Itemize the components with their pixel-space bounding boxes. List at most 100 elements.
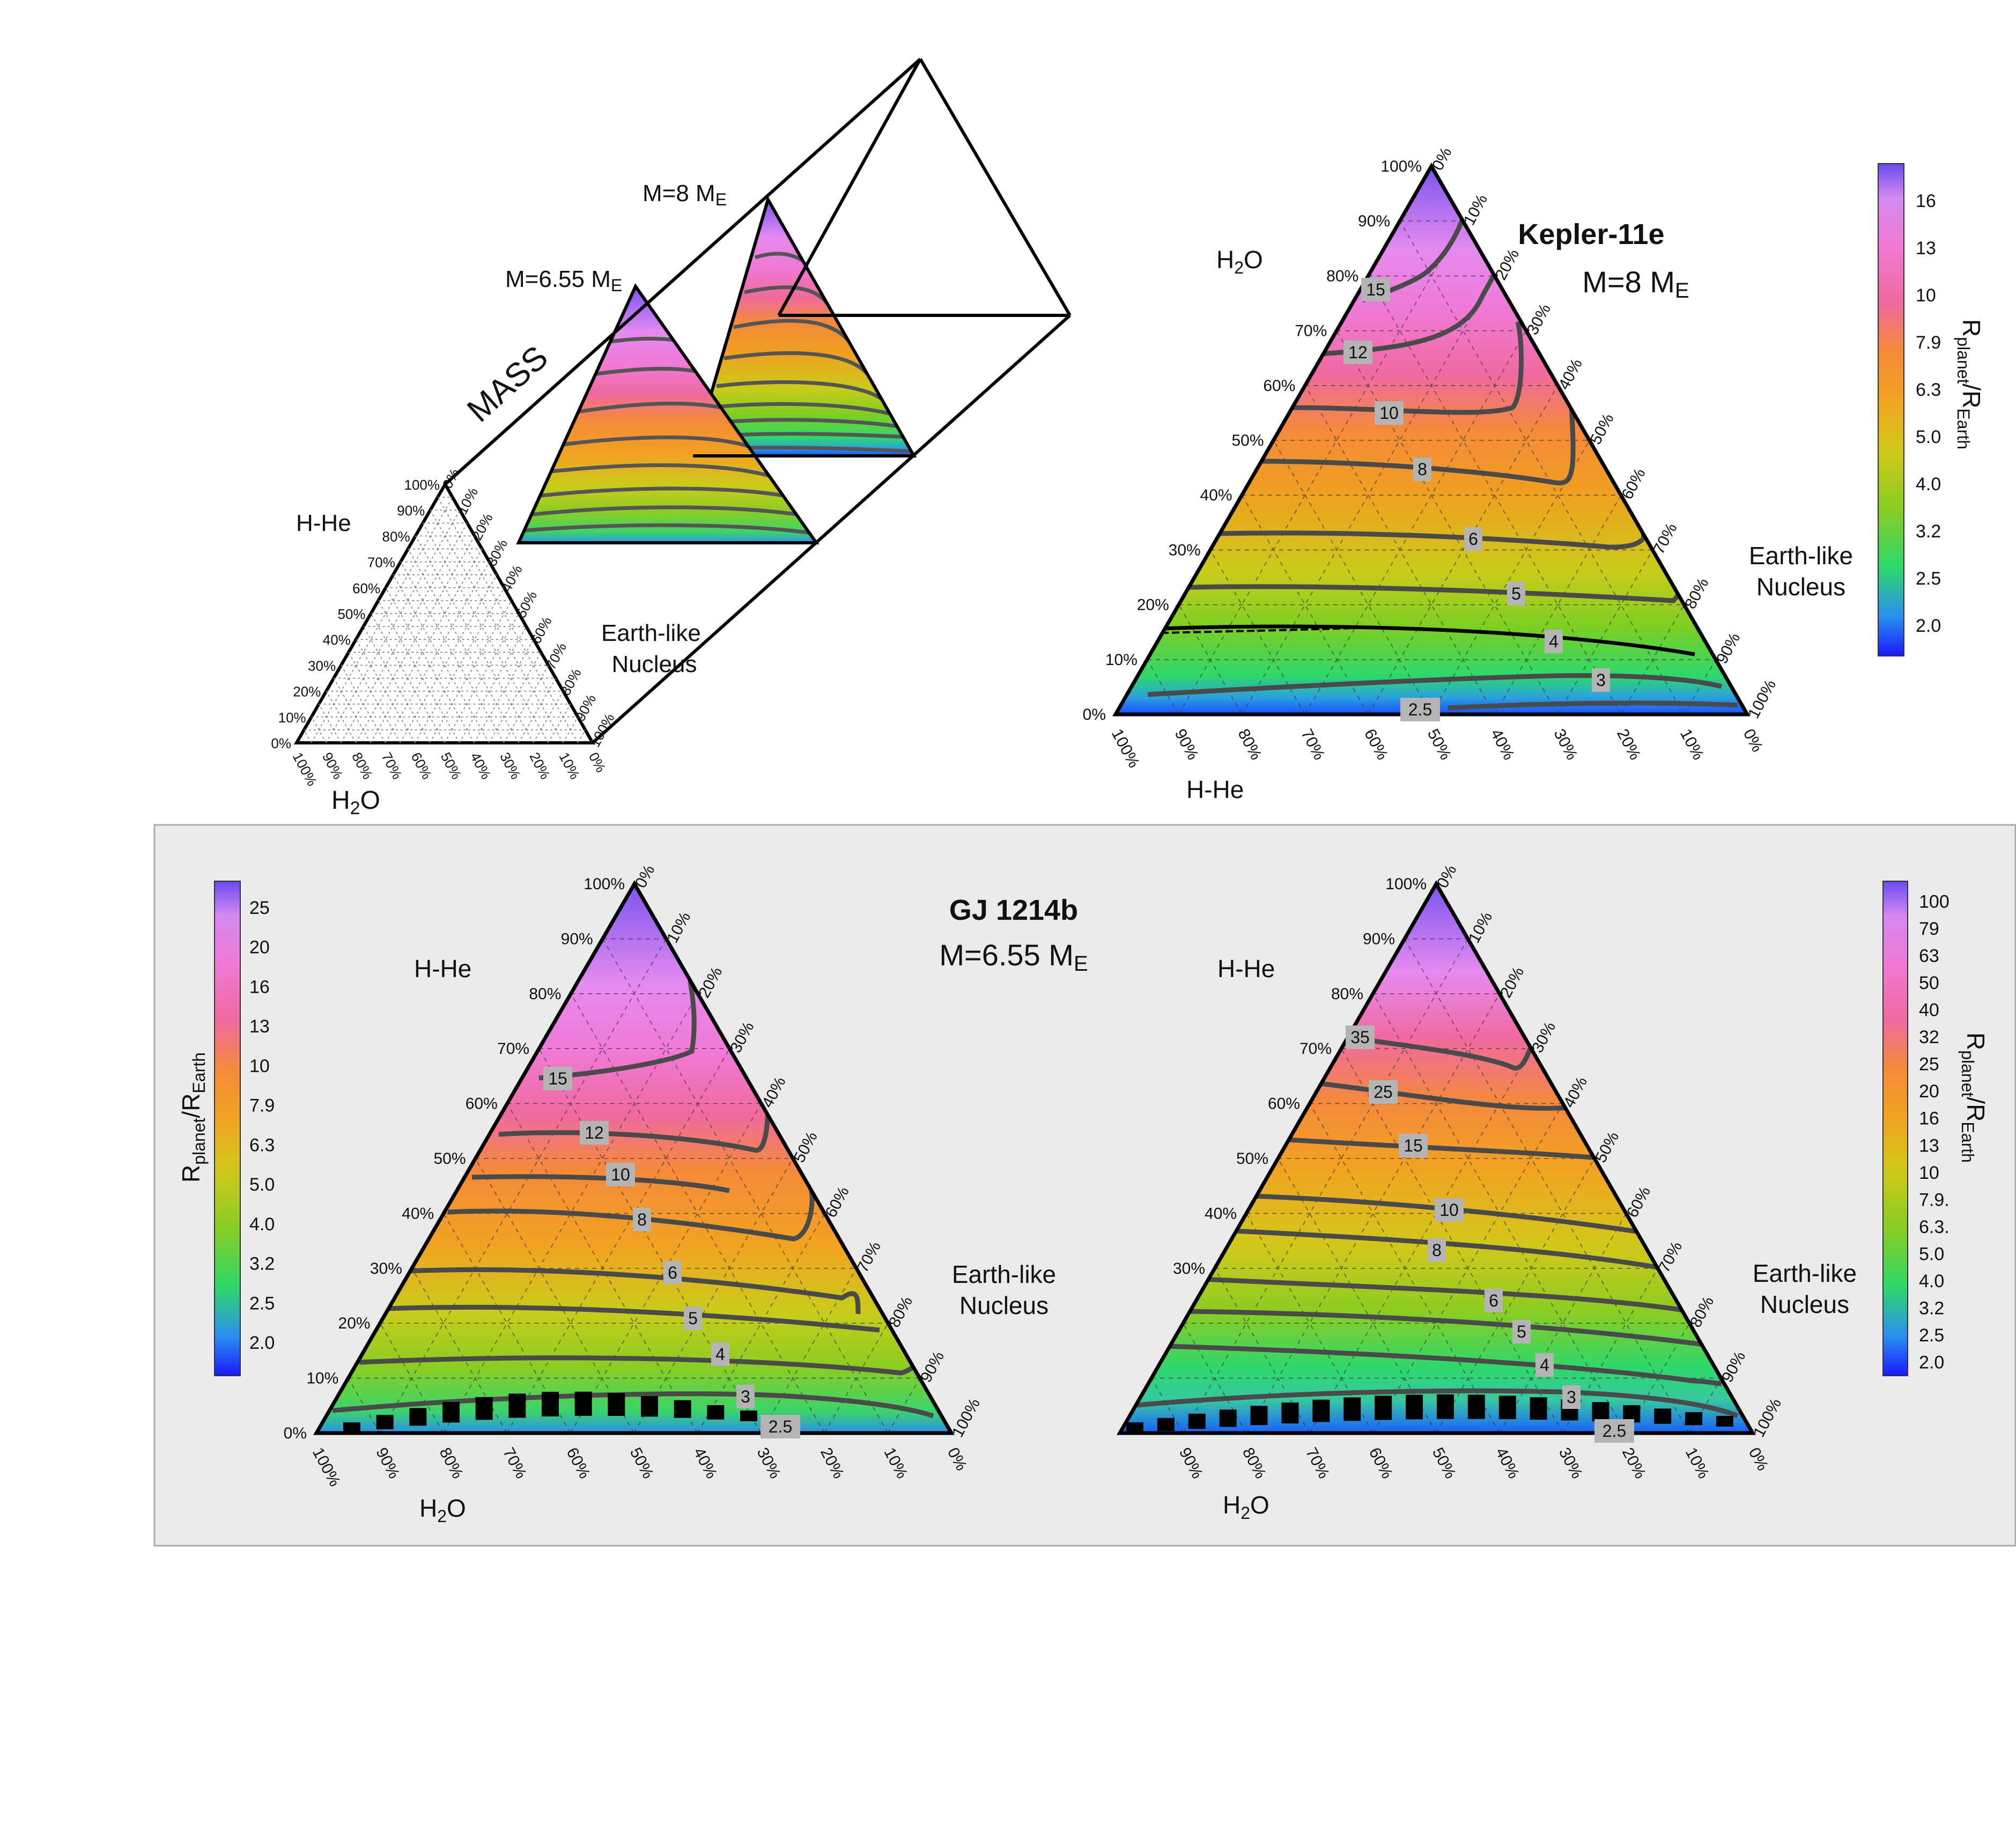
dash-mark [740,1411,757,1421]
contour-label-box [580,1121,609,1145]
left-tick-label: 50% [433,1150,466,1168]
left-tick-label: 30% [370,1260,402,1278]
right-tick-label: 30% [1524,301,1554,338]
colorbar-tick-label: 10 [1919,1163,1939,1183]
right-tick-label: 70% [1650,520,1680,557]
gj1214b-a-top-label: H-He [414,955,471,983]
right-tick-label: 40% [498,563,526,595]
left-tick-label: 70% [367,555,395,571]
schematic: MASS M=6.55 ME M=8 ME H-He Earth-like Nu… [271,57,1072,818]
gj1214b-a-title: GJ 1214b [949,894,1078,926]
right-tick-label: 100% [587,711,618,750]
dash-mark [442,1401,460,1423]
colorbar-tick-label: 13 [1916,238,1936,259]
left-tick-label: 30% [1169,541,1201,559]
bottom-tick-label: 60% [1361,726,1391,763]
colorbar-tick-label: 63 [1919,946,1939,966]
dash-mark [409,1408,427,1426]
contour-label-box [1435,1198,1464,1222]
right-tick-label: 50% [513,588,540,621]
right-tick-label: 100% [1745,677,1779,721]
contour-label-box [1594,1419,1634,1443]
bottom-tick-label: 50% [1424,726,1454,763]
bottom-tick-label: 30% [497,750,524,782]
left-tick-label: 100% [404,477,440,493]
contour-label-box [1369,1080,1398,1104]
kepler11e-contour-4 [1161,624,1695,656]
colorbar-tick-label: 2.0 [1919,1353,1944,1373]
dash-mark [1126,1422,1143,1433]
gj1214b-a-contour-15 [538,973,697,1081]
colorbar-tick-label: 100 [1919,891,1949,912]
contour-label: 25 [1373,1082,1393,1102]
bottom-tick-label: 80% [1234,726,1265,763]
dash-mark [1250,1406,1268,1426]
contour-label-box [1343,341,1372,364]
kepler11e-bottom-label: H-He [1186,776,1244,803]
colorbar-tick-label: 3.2 [1916,521,1941,542]
left-tick-label: 100% [584,875,625,893]
dash-mark [1312,1399,1330,1422]
colorbar-tick-label: 25 [249,898,270,918]
dash-mark [1219,1409,1237,1427]
contour-label: 6 [1489,1291,1498,1310]
right-tick-label: 80% [1681,575,1712,612]
dash-mark [1436,1394,1454,1419]
dash-mark [1467,1394,1485,1419]
colorbar-tick-label: 7.9. [1919,1190,1949,1210]
left-tick-label: 70% [1295,322,1327,340]
gj1214b-b-contour-3 [1136,1388,1739,1419]
colorbar-tick-label: 32 [1919,1027,1939,1047]
colorbar-tick-label: 4.0 [1919,1271,1944,1291]
contour-label-box [1464,527,1482,551]
left-tick-label: 30% [1173,1260,1205,1278]
colorbar-tick-label: 20 [1919,1081,1939,1102]
left-tick-label: 60% [1268,1095,1300,1113]
left-tick-label: 10% [306,1370,338,1387]
contour-label: 8 [1432,1241,1442,1260]
bottom-tick-label: 20% [526,750,553,782]
left-tick-label: 90% [397,503,425,519]
dash-mark [641,1396,658,1417]
left-tick-label: 40% [1200,486,1232,504]
left-tick-label: 90% [1363,930,1395,948]
left-tick-label: 60% [466,1095,498,1113]
colorbar-tick-label: 2.5 [249,1293,275,1313]
left-tick-label: 0% [1083,706,1106,724]
left-tick-label: 50% [337,606,365,622]
contour-label-box [736,1385,755,1408]
left-tick-label: 60% [352,580,380,596]
kepler11e-contour-10 [1292,321,1524,415]
bottom-tick-label: 90% [319,750,346,782]
colorbar-tick-label: 40 [1919,1000,1939,1021]
left-tick-label: 40% [402,1205,434,1222]
gj1214b-a-right-label: Earth-like Nucleus [952,1260,1056,1319]
left-tick-label: 30% [308,658,336,674]
kepler11e-contour-3 [1147,673,1723,697]
contour-label: 10 [1439,1200,1459,1220]
right-tick-label: 20% [1492,246,1523,283]
schematic-h2o-label: H2O [331,786,380,818]
contour-label: 6 [668,1263,677,1282]
colorbar-tick-label: 2.5 [1919,1325,1944,1346]
contour-label: 8 [637,1210,647,1229]
gj1214b-b-top-label: H-He [1217,955,1275,983]
bottom-tick-label: 40% [1487,726,1518,763]
bottom-tick-label: 90% [1171,726,1202,763]
kepler11e-mass: M=8 ME [1582,265,1689,302]
contour-label-box [663,1261,682,1285]
right-tick-label: 40% [1555,356,1586,393]
left-tick-label: 70% [497,1040,529,1058]
dash-mark [574,1391,592,1416]
left-tick-label: 20% [293,684,321,700]
right-tick-label: 10% [1460,191,1491,228]
kepler11e-contour-8 [1254,332,1576,486]
right-tick-label: 50% [1587,411,1618,448]
contour-label: 6 [1468,529,1478,549]
gj1214b-b-right-label: Earth-like Nucleus [1753,1259,1857,1318]
colorbar-tick-label: 6.3 [249,1135,275,1155]
bottom-tick-label: 30% [1550,726,1581,763]
dash-mark [508,1393,526,1418]
dash-mark [707,1405,725,1420]
contour-label: 5 [688,1309,698,1328]
